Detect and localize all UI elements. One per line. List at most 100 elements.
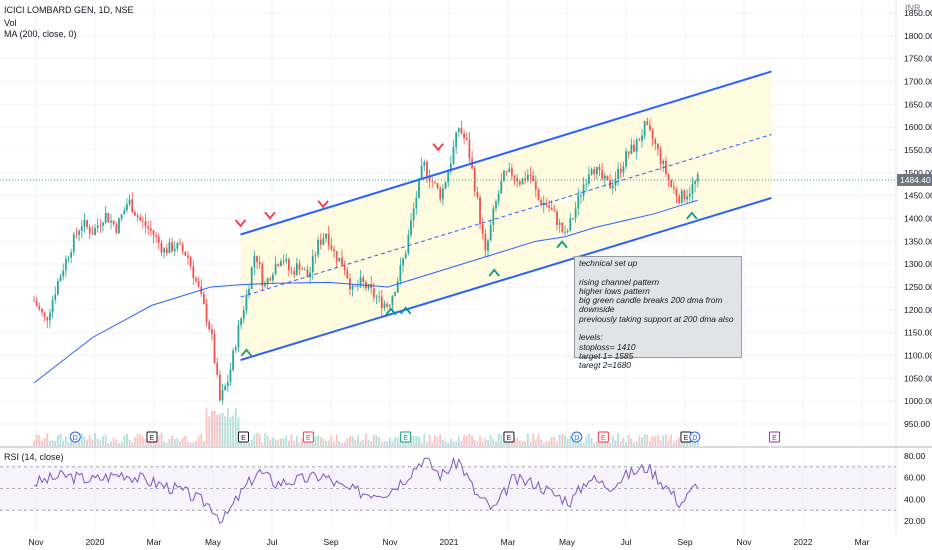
pivot-low-marker[interactable]	[385, 307, 397, 316]
candle-body	[380, 296, 383, 308]
earnings-marker[interactable]	[768, 431, 780, 443]
earnings-marker[interactable]	[400, 431, 412, 443]
earnings-marker[interactable]	[302, 431, 314, 443]
candle-body	[388, 305, 391, 307]
volume-bar	[657, 435, 659, 446]
price-tick-label: 1050.00	[904, 373, 932, 383]
pivot-high-marker[interactable]	[264, 211, 276, 220]
candle-body	[394, 292, 396, 296]
volume-bar	[126, 433, 128, 446]
volume-bar	[128, 439, 131, 446]
volume-bar	[532, 434, 535, 446]
volume-label[interactable]: Vol	[4, 18, 17, 28]
volume-bar	[548, 441, 550, 446]
candle-body	[561, 222, 564, 233]
volume-bar	[386, 441, 389, 446]
volume-bar	[428, 434, 431, 446]
candle-body	[513, 175, 516, 179]
volume-bar	[309, 442, 312, 446]
volume-bar	[654, 436, 657, 446]
earnings-marker[interactable]	[597, 431, 609, 443]
volume-bar	[317, 435, 319, 446]
volume-bar	[545, 441, 548, 446]
volume-bar	[423, 433, 426, 446]
channel-upper-line[interactable]	[240, 70, 772, 236]
time-tick-label: Mar	[147, 537, 162, 547]
volume-bar	[216, 414, 219, 446]
candle-body	[197, 281, 200, 287]
volume-bar	[86, 439, 88, 446]
volume-bar	[691, 440, 694, 446]
volume-bar	[38, 435, 41, 446]
candle-body	[582, 184, 585, 196]
pivot-low-marker[interactable]	[400, 306, 412, 315]
candle-body	[136, 215, 139, 217]
candle-body	[526, 174, 529, 181]
candle-body	[529, 174, 532, 176]
candle-body	[447, 171, 450, 183]
pivot-high-marker[interactable]	[432, 143, 444, 152]
candle-body	[452, 147, 455, 164]
volume-bar	[471, 435, 473, 446]
candle-body	[412, 208, 415, 221]
event-marker-label: E	[150, 435, 155, 442]
candle-body	[274, 264, 277, 275]
candle-body	[285, 259, 288, 262]
candle-body	[341, 257, 343, 265]
pivot-high-marker[interactable]	[234, 219, 247, 228]
candle-body	[686, 196, 689, 200]
volume-bar	[553, 436, 556, 446]
volume-bar	[391, 441, 394, 446]
candle-body	[351, 285, 354, 290]
candle-body	[391, 295, 394, 306]
channel-mid-line[interactable]	[240, 133, 772, 298]
candle-body	[680, 190, 683, 203]
technical-setup-note[interactable]: technical set up rising channel pattern hi…	[574, 256, 742, 370]
candle-body	[635, 139, 638, 152]
candle-body	[205, 304, 208, 322]
volume-bar	[245, 442, 248, 446]
candle-body	[585, 183, 588, 185]
candle-body	[564, 232, 566, 233]
volume-bar	[672, 442, 675, 446]
candle-body	[149, 228, 152, 231]
price-tick-label: 1750.00	[904, 54, 932, 64]
candle-body	[195, 278, 197, 282]
candle-body	[338, 257, 341, 262]
earnings-marker[interactable]	[146, 431, 158, 443]
dividend-marker[interactable]	[69, 431, 81, 443]
volume-bar	[590, 437, 593, 446]
dividend-marker[interactable]	[571, 431, 583, 443]
volume-bar	[513, 438, 516, 446]
pivot-low-marker[interactable]	[556, 240, 568, 249]
candle-body	[343, 264, 346, 271]
candle-body	[646, 121, 649, 126]
pivot-low-marker[interactable]	[488, 268, 500, 277]
pivot-low-marker[interactable]	[686, 211, 698, 220]
volume-bar	[696, 437, 699, 446]
candle-body	[548, 205, 550, 208]
volume-bar	[564, 435, 566, 446]
earnings-marker[interactable]	[237, 431, 249, 443]
volume-bar	[282, 437, 285, 446]
pivot-low-marker[interactable]	[240, 348, 253, 357]
volume-bar	[261, 442, 264, 446]
volume-bar	[580, 442, 582, 446]
volume-bar	[380, 441, 383, 446]
dividend-marker[interactable]	[689, 431, 701, 443]
price-tick-label: 1000.00	[904, 396, 932, 406]
symbol-title[interactable]: ICICI LOMBARD GEN, 1D, NSE	[4, 5, 134, 15]
candle-body	[248, 288, 250, 296]
volume-bar	[88, 435, 91, 446]
channel-lower-line[interactable]	[240, 196, 772, 362]
price-tick-label: 1700.00	[904, 77, 932, 87]
pivot-high-marker[interactable]	[317, 200, 329, 209]
candle-body	[112, 220, 115, 225]
rsi-label[interactable]: RSI (14, close)	[4, 452, 64, 462]
candle-body	[619, 168, 622, 173]
volume-bar	[49, 441, 51, 446]
candle-body	[404, 253, 407, 259]
earnings-marker[interactable]	[503, 431, 515, 443]
ma-label[interactable]: MA (200, close, 0)	[4, 29, 77, 39]
